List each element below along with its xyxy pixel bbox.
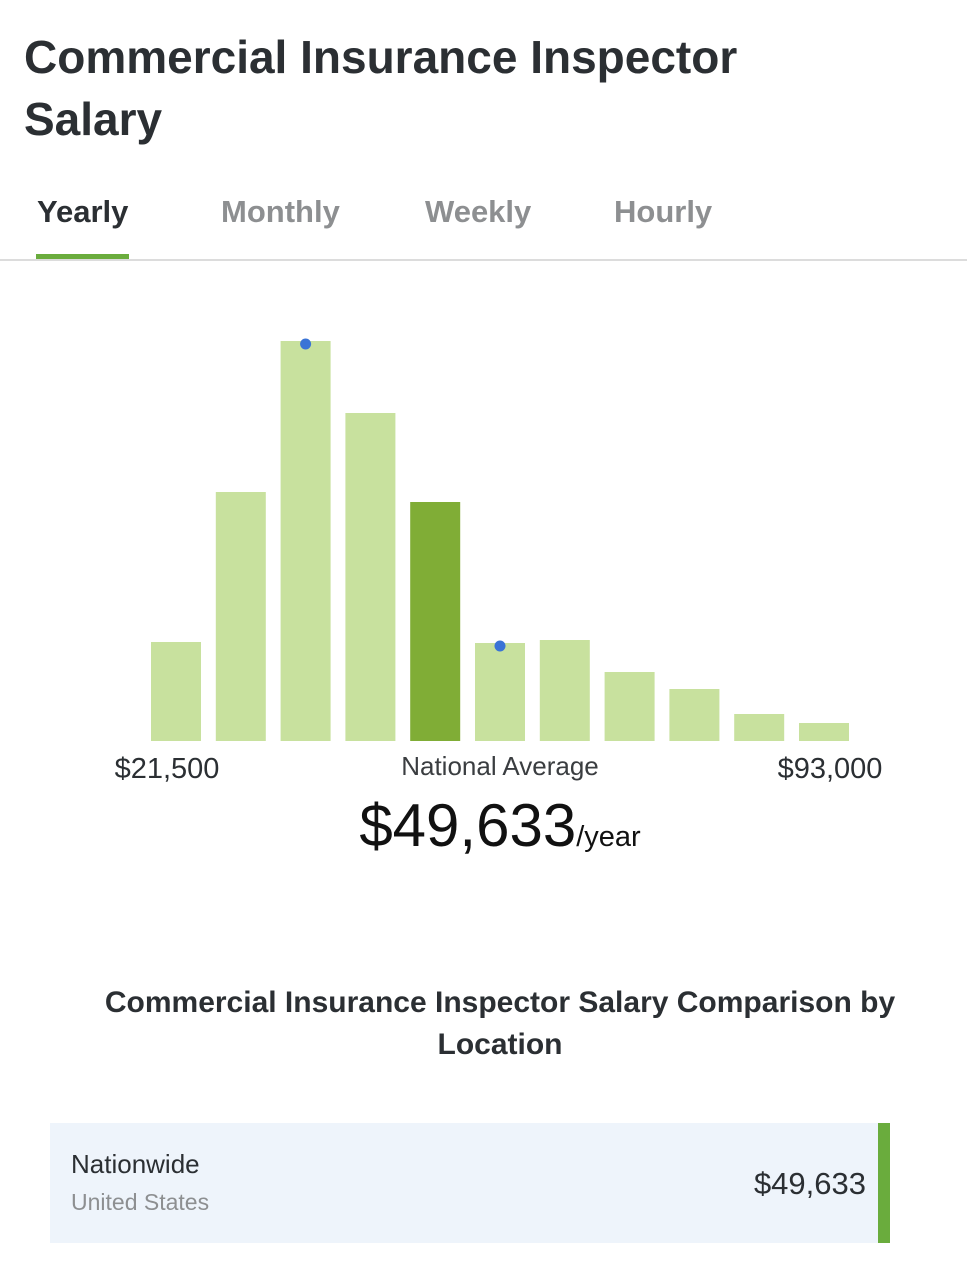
- range-min-label: $21,500: [115, 753, 220, 785]
- salary-histogram: $21,500 $93,000 National Average $49,633/ye…: [115, 338, 883, 859]
- bar: [539, 640, 590, 741]
- row-value: $49,633: [753, 1166, 866, 1201]
- average-label: National Average: [401, 751, 599, 781]
- row-name: Nationwide: [71, 1149, 200, 1179]
- tab-divider: [0, 259, 967, 261]
- tab[interactable]: Hourly: [614, 194, 713, 229]
- active-tab-underline: [36, 254, 129, 261]
- bar: [280, 341, 331, 741]
- average-amount: $49,633: [359, 792, 576, 859]
- bar: [799, 723, 849, 741]
- marker: [494, 640, 506, 652]
- bar: [475, 643, 525, 741]
- tab[interactable]: Monthly: [221, 194, 340, 229]
- tab[interactable]: Weekly: [425, 194, 532, 229]
- page-title: Commercial Insurance Inspector Salary: [24, 31, 738, 145]
- tab[interactable]: Yearly: [37, 194, 129, 229]
- comparison-title: Commercial Insurance Inspector Salary Co…: [104, 986, 896, 1061]
- comparison-row[interactable]: Nationwide United States $49,633: [50, 1123, 890, 1243]
- average-unit: /year: [576, 821, 641, 853]
- marker: [300, 338, 312, 350]
- bar: [345, 413, 396, 741]
- row-location: United States: [71, 1189, 210, 1215]
- range-max-label: $93,000: [778, 753, 883, 785]
- bar: [669, 689, 720, 741]
- bar: [734, 714, 785, 741]
- bar: [410, 502, 461, 741]
- average-value: $49,633/year: [359, 792, 641, 859]
- bar: [151, 642, 201, 741]
- bar: [604, 672, 655, 741]
- bar: [215, 492, 266, 741]
